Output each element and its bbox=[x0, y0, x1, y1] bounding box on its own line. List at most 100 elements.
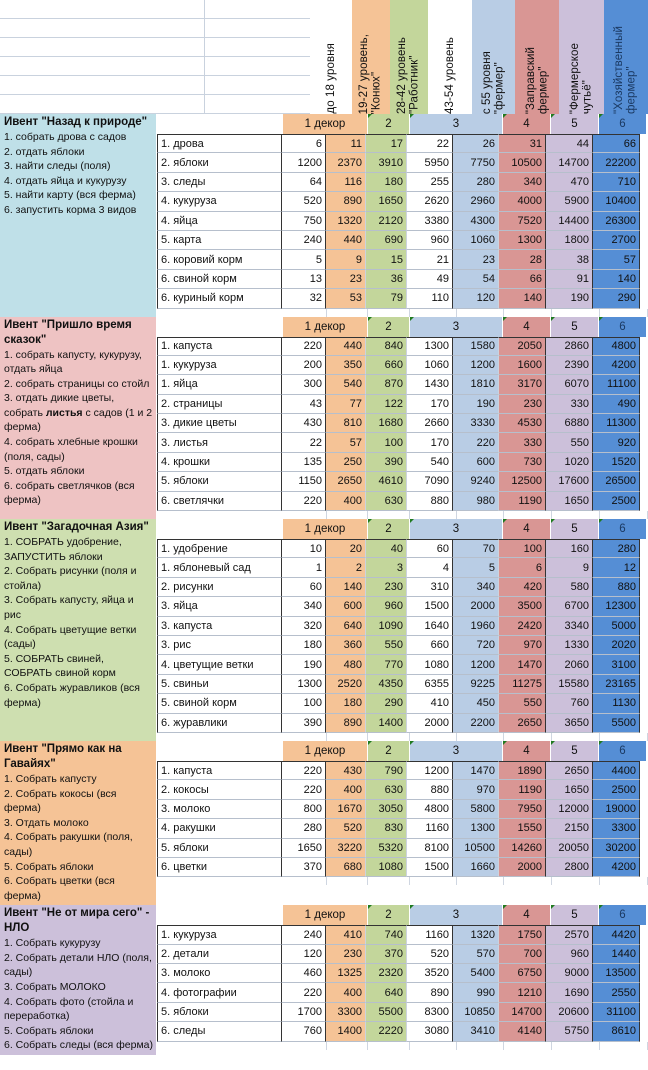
table-row[interactable]: 2. кокосы 220 400 630 880 970 1190 1650 2500 bbox=[157, 780, 648, 800]
table-cell: 290 bbox=[593, 289, 640, 309]
table-cell: 190 bbox=[546, 289, 593, 309]
decor-header-2[interactable]: 2 bbox=[368, 740, 410, 761]
decor-header-3[interactable]: 3 bbox=[410, 905, 503, 926]
level-header-label: 43-54 уровень bbox=[443, 36, 456, 114]
table-cell: 790 bbox=[366, 760, 407, 781]
table-row[interactable]: 3. рис 180 360 550 660 720 970 1330 2020 bbox=[157, 635, 648, 656]
table-row[interactable]: 6. куриный корм 32 53 79 110 120 140 190 290 bbox=[157, 289, 648, 309]
decor-header-5[interactable]: 5 bbox=[551, 316, 599, 337]
decor-header-3[interactable]: 3 bbox=[410, 114, 503, 134]
table-row[interactable]: 5. карта 240 440 690 960 1060 1300 1800 2700 bbox=[157, 230, 648, 251]
table-row[interactable]: 6. журавлики 390 890 1400 2000 2200 2650 3650 55… bbox=[157, 713, 648, 733]
decor-header-6[interactable]: 6 bbox=[599, 519, 647, 540]
decor-header-2[interactable]: 2 bbox=[368, 905, 410, 926]
table-row[interactable]: 2. страницы 43 77 122 170 190 230 330 490 bbox=[157, 394, 648, 415]
table-row[interactable]: 2. рисунки 60 140 230 310 340 420 580 880 bbox=[157, 577, 648, 598]
table-cell: 660 bbox=[407, 635, 453, 656]
table-row[interactable]: 4. яйца 750 1320 2120 3380 4300 7520 14400 26300 bbox=[157, 211, 648, 231]
decor-header-1[interactable]: 1 декор bbox=[283, 905, 368, 926]
table-cell: 680 bbox=[326, 857, 366, 878]
table-row[interactable]: 3. молоко 460 1325 2320 3520 5400 6750 9000 1350… bbox=[157, 964, 648, 984]
decor-header-2[interactable]: 2 bbox=[368, 316, 410, 337]
table-cell: 3100 bbox=[593, 655, 640, 675]
table-cell: 26300 bbox=[593, 211, 640, 231]
table-cell: 49 bbox=[407, 269, 453, 290]
table-row[interactable]: 4. кукуруза 520 890 1650 2620 2960 4000 5900 104… bbox=[157, 192, 648, 212]
decor-header-6[interactable]: 6 bbox=[599, 114, 647, 134]
table-row[interactable]: 3. молоко 800 1670 3050 4800 5800 7950 12000 190… bbox=[157, 799, 648, 820]
decor-header-2[interactable]: 2 bbox=[368, 114, 410, 134]
table-row[interactable]: 3. яйца 340 600 960 1500 2000 3500 6700 12300 bbox=[157, 597, 648, 617]
decor-header-3[interactable]: 3 bbox=[410, 316, 503, 337]
table-row[interactable]: 1. капуста 220 430 790 1200 1470 1890 2650 4400 bbox=[157, 760, 648, 781]
decor-header-3[interactable]: 3 bbox=[410, 519, 503, 540]
table-row[interactable]: 5. яблоки 1650 3220 5320 8100 10500 14260 20050… bbox=[157, 838, 648, 858]
table-cell: 190 bbox=[453, 394, 499, 415]
table-row[interactable]: 6. свиной корм 13 23 36 49 54 66 91 140 bbox=[157, 269, 648, 290]
table-row[interactable]: 3. капуста 320 640 1090 1640 1960 2420 3340 5000 bbox=[157, 616, 648, 636]
decor-header-1[interactable]: 1 декор bbox=[283, 740, 368, 761]
decor-header-5[interactable]: 5 bbox=[551, 519, 599, 540]
table-row[interactable]: 4. ракушки 280 520 830 1160 1300 1550 2150 3300 bbox=[157, 819, 648, 839]
decor-header-4[interactable]: 4 bbox=[503, 519, 551, 540]
table-row[interactable]: 3. дикие цветы 430 810 1680 2660 3330 4530 6880… bbox=[157, 414, 648, 434]
decor-header-4[interactable]: 4 bbox=[503, 740, 551, 761]
table-cell: 410 bbox=[407, 694, 453, 714]
table-cell: 730 bbox=[499, 452, 546, 473]
table-row[interactable]: 3. следы 64 116 180 255 280 340 470 710 bbox=[157, 172, 648, 193]
table-row[interactable]: 1. удобрение 10 20 40 60 70 100 160 280 bbox=[157, 539, 648, 559]
table-cell: 440 bbox=[326, 336, 366, 356]
decor-header-5[interactable]: 5 bbox=[551, 114, 599, 134]
decor-header-4[interactable]: 4 bbox=[503, 905, 551, 926]
table-row[interactable]: 1. дрова 6 11 17 22 26 31 44 66 bbox=[157, 134, 648, 154]
decor-header-6[interactable]: 6 bbox=[599, 316, 647, 337]
row-label: 1. капуста bbox=[157, 336, 282, 356]
table-row[interactable]: 2. детали 120 230 370 520 570 700 960 1440 bbox=[157, 944, 648, 965]
table-cell: 1300 bbox=[282, 674, 326, 695]
table-row[interactable]: 1. кукуруза 200 350 660 1060 1200 1600 2390 4200 bbox=[157, 355, 648, 376]
event-task-panel: Ивент "Загадочная Азия" 1. СОБРАТЬ удобре… bbox=[0, 519, 157, 741]
table-row[interactable]: 1. яйца 300 540 870 1430 1810 3170 6070 11100 bbox=[157, 375, 648, 395]
decor-header-6[interactable]: 6 bbox=[599, 905, 647, 926]
decor-header-5[interactable]: 5 bbox=[551, 905, 599, 926]
event-task-panel: Ивент "Прямо как на Гавайях" 1. Собрать к… bbox=[0, 740, 157, 906]
decor-header-5[interactable]: 5 bbox=[551, 740, 599, 761]
table-row[interactable]: 4. цветущие ветки 190 480 770 1080 1200 1470 20… bbox=[157, 655, 648, 675]
table-row[interactable]: 3. листья 22 57 100 170 220 330 550 920 bbox=[157, 433, 648, 453]
table-row[interactable]: 6. коровий корм 5 9 15 21 23 28 38 57 bbox=[157, 250, 648, 270]
level-header-col-6: "Заправский фермер" bbox=[515, 0, 560, 114]
row-label: 6. светлячки bbox=[157, 491, 282, 512]
level-header-col-7: "Фермерское чутьё" bbox=[559, 0, 604, 114]
table-row[interactable]: 5. свиной корм 100 180 290 410 450 550 760 1130 bbox=[157, 694, 648, 714]
table-cell: 1650 bbox=[282, 838, 326, 858]
table-row[interactable]: 1. капуста 220 440 840 1300 1580 2050 2860 4800 bbox=[157, 336, 648, 356]
decor-header-4[interactable]: 4 bbox=[503, 114, 551, 134]
decor-header-3[interactable]: 3 bbox=[410, 740, 503, 761]
table-cell: 38 bbox=[546, 250, 593, 270]
table-cell: 23 bbox=[453, 250, 499, 270]
table-row[interactable]: 6. цветки 370 680 1080 1500 1660 2000 2800 4200 bbox=[157, 857, 648, 878]
decor-header-row: 1 декор 2 3 4 5 6 bbox=[157, 905, 648, 926]
table-row[interactable]: 6. следы 760 1400 2220 3080 3410 4140 5750 8610 bbox=[157, 1022, 648, 1042]
decor-header-4[interactable]: 4 bbox=[503, 316, 551, 337]
row-label: 1. яблоневый сад bbox=[157, 558, 282, 578]
table-cell: 6 bbox=[499, 558, 546, 578]
table-row[interactable]: 5. яблоки 1150 2650 4610 7090 9240 12500 17600 2… bbox=[157, 472, 648, 492]
table-cell: 140 bbox=[593, 269, 640, 290]
table-row[interactable]: 2. яблоки 1200 2370 3910 5950 7750 10500 14700 2… bbox=[157, 153, 648, 173]
table-row[interactable]: 5. свиньи 1300 2520 4350 6355 9225 11275 15580 2… bbox=[157, 674, 648, 695]
table-row[interactable]: 4. фотографии 220 400 640 890 990 1210 1690 2550 bbox=[157, 983, 648, 1003]
table-row[interactable]: 4. крошки 135 250 390 540 600 730 1020 1520 bbox=[157, 452, 648, 473]
decor-header-1[interactable]: 1 декор bbox=[283, 114, 368, 134]
table-row[interactable]: 1. яблоневый сад 1 2 3 4 5 6 9 12 bbox=[157, 558, 648, 578]
decor-header-6[interactable]: 6 bbox=[599, 740, 647, 761]
table-row[interactable]: 5. яблоки 1700 3300 5500 8300 10850 14700 20600… bbox=[157, 1002, 648, 1023]
table-cell: 60 bbox=[407, 539, 453, 559]
table-row[interactable]: 6. светлячки 220 400 630 880 980 1190 1650 2500 bbox=[157, 491, 648, 512]
table-row[interactable]: 1. кукуруза 240 410 740 1160 1320 1750 2570 4420 bbox=[157, 925, 648, 945]
decor-header-2[interactable]: 2 bbox=[368, 519, 410, 540]
decor-header-1[interactable]: 1 декор bbox=[283, 519, 368, 540]
decor-header-1[interactable]: 1 декор bbox=[283, 316, 368, 337]
event-task-item: 6. собрать светлячков (вся ферма) bbox=[4, 479, 135, 507]
table-cell: 320 bbox=[282, 616, 326, 636]
